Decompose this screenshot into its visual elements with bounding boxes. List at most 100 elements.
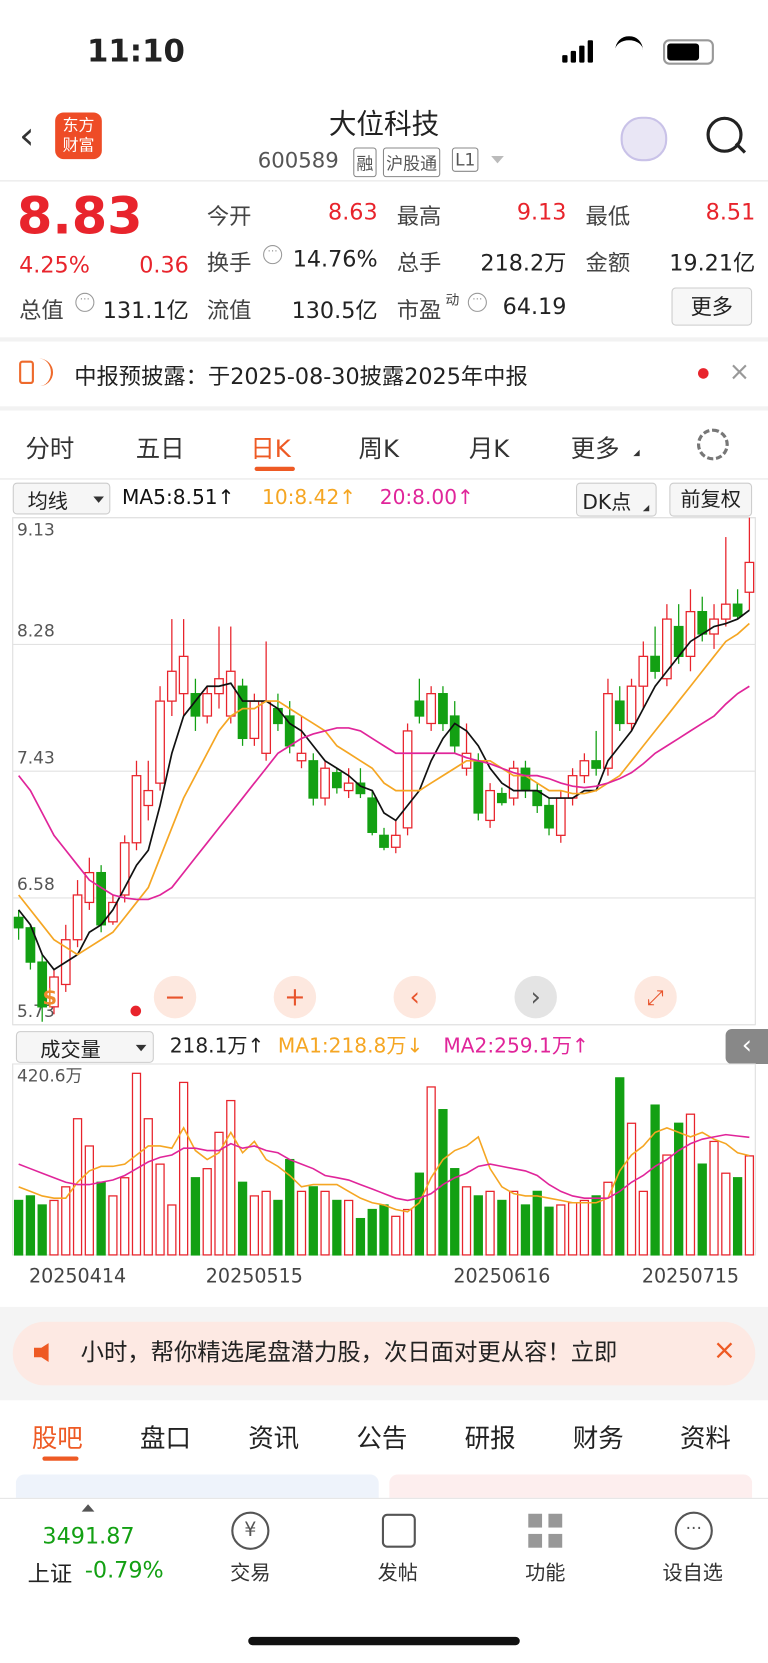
nav-label[interactable]: 发帖 bbox=[377, 1561, 418, 1585]
field-label: 流值 bbox=[206, 298, 252, 324]
ma-line bbox=[18, 622, 750, 956]
field-value: 9.13 bbox=[516, 199, 567, 225]
volume-bar bbox=[367, 1208, 377, 1256]
nav-label[interactable]: 交易 bbox=[230, 1561, 271, 1585]
volume-bar bbox=[273, 1199, 283, 1256]
volume-bar bbox=[108, 1195, 118, 1256]
notice-text[interactable]: 中报预披露：于2025-08-30披露2025年中报 bbox=[74, 363, 528, 390]
scroll-right-button[interactable]: › bbox=[514, 975, 557, 1019]
content-tab[interactable]: 盘口 bbox=[140, 1423, 191, 1454]
volume-bar bbox=[485, 1190, 495, 1256]
nav-label[interactable]: 设自选 bbox=[662, 1561, 723, 1585]
candle-body bbox=[390, 834, 401, 848]
candle-body bbox=[166, 670, 177, 702]
content-tab[interactable]: 资讯 bbox=[248, 1423, 300, 1454]
wifi-icon bbox=[615, 36, 643, 64]
expand-arrow[interactable] bbox=[81, 1504, 95, 1512]
field-label: 最低 bbox=[585, 203, 631, 230]
y-tick-label: 9.13 bbox=[17, 520, 55, 540]
volume-bar bbox=[237, 1181, 248, 1256]
candle-body bbox=[520, 767, 531, 792]
content-tab-active[interactable]: 股吧 bbox=[31, 1423, 83, 1454]
volume-bar bbox=[509, 1190, 519, 1256]
content-tab[interactable]: 研报 bbox=[464, 1423, 516, 1454]
tab-active[interactable]: 日K bbox=[250, 435, 291, 464]
content-tab[interactable]: 财务 bbox=[572, 1423, 624, 1454]
volume-bar bbox=[155, 1163, 165, 1256]
x-tick-label: 20250515 bbox=[206, 1265, 303, 1288]
back-button[interactable]: ‹ bbox=[19, 114, 35, 159]
candle-body bbox=[49, 976, 59, 1008]
ma-line bbox=[18, 609, 750, 971]
close-button[interactable]: × bbox=[728, 356, 751, 387]
dk-button[interactable]: DK点 bbox=[576, 482, 657, 517]
tag: 融 bbox=[353, 147, 377, 178]
search-icon[interactable] bbox=[706, 116, 743, 153]
battery-icon bbox=[663, 39, 714, 65]
volume-indicator-select[interactable]: 成交量 bbox=[15, 1031, 154, 1063]
trade-icon[interactable]: ¥ bbox=[231, 1511, 270, 1550]
zoom-out-button[interactable]: − bbox=[153, 975, 197, 1019]
speaker-icon bbox=[19, 360, 34, 385]
tab[interactable]: 月K bbox=[468, 435, 510, 464]
legend-entry: MA2:259.1万↑ bbox=[443, 1034, 588, 1058]
candle-body bbox=[37, 961, 48, 1008]
close-button[interactable]: × bbox=[712, 1334, 736, 1367]
nav-label[interactable]: 功能 bbox=[525, 1561, 566, 1585]
volume-bar bbox=[96, 1181, 106, 1256]
candle-body bbox=[155, 700, 165, 784]
candle-body bbox=[308, 760, 319, 799]
fullscreen-button[interactable]: ⤢ bbox=[634, 975, 677, 1019]
function-icon[interactable] bbox=[528, 1513, 563, 1548]
tab[interactable]: 更多 bbox=[570, 435, 620, 464]
volume-bar bbox=[685, 1113, 696, 1256]
field-label: 市盈 bbox=[396, 298, 442, 324]
watchlist-icon[interactable]: ··· bbox=[674, 1511, 713, 1550]
adjust-button[interactable]: 前复权 bbox=[669, 482, 753, 517]
dropdown-arrow[interactable] bbox=[491, 155, 504, 164]
y-tick-label: 7.43 bbox=[17, 748, 55, 768]
collapse-tab[interactable]: ‹ bbox=[725, 1028, 768, 1064]
candle-body bbox=[355, 782, 366, 795]
more-button[interactable]: 更多 bbox=[671, 287, 753, 326]
indicator-select[interactable]: 均线 bbox=[12, 482, 111, 515]
x-tick-label: 20250414 bbox=[29, 1265, 126, 1288]
content-tab[interactable]: 资料 bbox=[679, 1423, 731, 1454]
divider bbox=[0, 337, 768, 342]
event-dot[interactable] bbox=[130, 1005, 142, 1017]
info-icon[interactable]: ··· bbox=[263, 245, 283, 265]
info-icon[interactable]: ··· bbox=[75, 292, 95, 312]
tab[interactable]: 五日 bbox=[135, 435, 185, 464]
field-value: 19.21亿 bbox=[669, 250, 756, 276]
scroll-left-button[interactable]: ‹ bbox=[393, 975, 436, 1019]
info-icon[interactable]: ··· bbox=[467, 292, 487, 312]
volume-latest: 218.1万↑ bbox=[170, 1034, 265, 1058]
post-icon[interactable] bbox=[381, 1513, 416, 1548]
candle-body bbox=[343, 782, 354, 792]
logo-text: 财富 bbox=[62, 135, 95, 155]
candle-body bbox=[296, 752, 307, 762]
settings-icon[interactable] bbox=[696, 428, 729, 461]
field-label: 总手 bbox=[396, 250, 442, 276]
legend-entry: MA5:8.51↑ bbox=[122, 485, 234, 509]
ma-line bbox=[18, 685, 750, 901]
megaphone-icon bbox=[33, 1342, 49, 1363]
candle-body bbox=[426, 693, 437, 725]
zoom-in-button[interactable]: + bbox=[273, 975, 317, 1019]
candle-body bbox=[25, 927, 36, 963]
candle-body bbox=[438, 693, 448, 725]
assistant-icon[interactable] bbox=[620, 116, 668, 162]
promo-banner[interactable]: 小时，帮你精选尾盘潜力股，次日面对更从容！立即 × bbox=[12, 1321, 756, 1386]
candle-body bbox=[603, 693, 613, 769]
candle-body bbox=[555, 797, 566, 836]
dropdown-arrow bbox=[93, 496, 104, 503]
content-tab[interactable]: 公告 bbox=[356, 1423, 408, 1454]
candle-body bbox=[84, 871, 95, 904]
volume-bar bbox=[532, 1190, 542, 1256]
volume-bar bbox=[697, 1163, 707, 1256]
candle-body bbox=[331, 772, 342, 789]
volume-bar bbox=[344, 1199, 354, 1256]
tab[interactable]: 分时 bbox=[25, 435, 75, 464]
candle-body bbox=[108, 901, 118, 923]
tab[interactable]: 周K bbox=[358, 435, 399, 464]
